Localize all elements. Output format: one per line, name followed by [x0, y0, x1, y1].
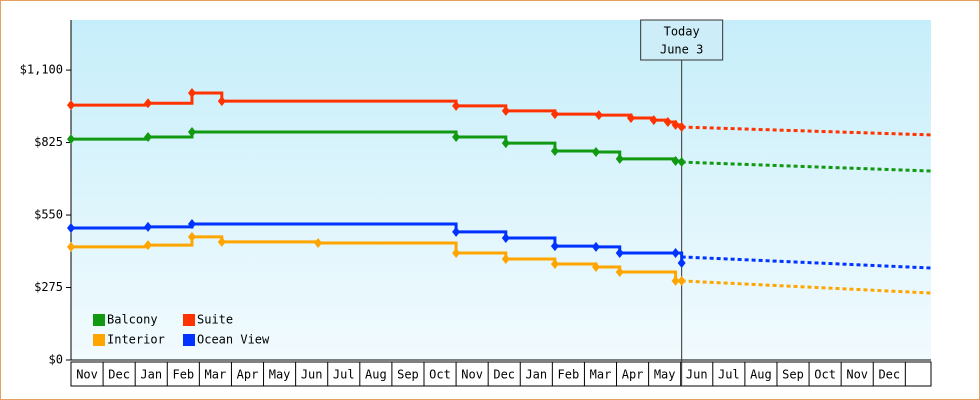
- x-tick-label: Sep: [397, 368, 419, 382]
- price-point: [550, 109, 559, 120]
- legend-label: Ocean View: [197, 333, 270, 347]
- price-point: [591, 261, 600, 272]
- y-tick-label: $1,100: [20, 63, 63, 77]
- legend-swatch: [183, 314, 195, 326]
- price-point: [452, 226, 461, 237]
- x-tick-label: Feb: [172, 368, 194, 382]
- x-tick-label: Mar: [590, 368, 612, 382]
- x-tick-label: May: [269, 368, 291, 382]
- legend-label: Suite: [197, 313, 233, 327]
- x-tick-label: Mar: [205, 368, 227, 382]
- price-point: [501, 254, 510, 265]
- price-point: [501, 232, 510, 243]
- x-tick-label: Jan: [525, 368, 547, 382]
- price-point: [626, 113, 635, 124]
- x-tick-label: Dec: [878, 368, 900, 382]
- price-point: [452, 247, 461, 258]
- price-point: [67, 134, 75, 145]
- y-tick-label: $550: [34, 208, 63, 222]
- price-point: [452, 132, 461, 143]
- x-tick-label: Feb: [558, 368, 580, 382]
- price-point: [591, 147, 600, 158]
- price-point: [649, 115, 658, 126]
- y-tick-label: $825: [34, 135, 63, 149]
- x-tick-label: Jun: [301, 368, 323, 382]
- price-point: [615, 153, 624, 164]
- today-date: June 3: [660, 43, 703, 57]
- price-point: [671, 119, 680, 130]
- price-point: [144, 240, 153, 251]
- price-point: [144, 98, 153, 109]
- price-point: [501, 105, 510, 116]
- x-tick-label: Aug: [365, 368, 387, 382]
- price-point: [663, 117, 672, 127]
- x-tick-label: Dec: [108, 368, 130, 382]
- price-point: [671, 247, 680, 258]
- price-point: [187, 88, 196, 99]
- legend-label: Interior: [107, 333, 165, 347]
- x-tick-label: Dec: [493, 368, 515, 382]
- x-tick-label: Apr: [622, 368, 644, 382]
- y-tick-label: $0: [49, 353, 63, 367]
- price-point: [452, 100, 461, 111]
- price-point: [501, 138, 510, 149]
- x-axis-band: [70, 361, 932, 387]
- x-tick-label: Nov: [76, 368, 98, 382]
- x-tick-label: Jul: [333, 368, 355, 382]
- price-point: [67, 100, 75, 111]
- price-point: [187, 231, 196, 242]
- y-tick-label: $275: [34, 280, 63, 294]
- price-point: [187, 127, 196, 138]
- price-point: [594, 110, 603, 121]
- price-point: [615, 247, 624, 258]
- price-point: [187, 219, 196, 229]
- price-point: [67, 241, 75, 252]
- today-label: Today: [664, 25, 700, 39]
- x-tick-label: Apr: [237, 368, 259, 382]
- price-point: [217, 96, 226, 107]
- x-tick-label: Jul: [718, 368, 740, 382]
- legend-swatch: [183, 334, 195, 346]
- today-box: [640, 19, 724, 61]
- x-tick-label: Oct: [429, 368, 451, 382]
- price-point: [144, 132, 153, 143]
- x-tick-label: May: [654, 368, 676, 382]
- price-point: [615, 266, 624, 277]
- price-point: [677, 258, 686, 269]
- x-tick-label: Aug: [750, 368, 772, 382]
- x-tick-label: Sep: [782, 368, 804, 382]
- price-point: [550, 145, 559, 156]
- x-tick-label: Nov: [461, 368, 483, 382]
- price-point: [591, 241, 600, 252]
- plot-area: [71, 20, 931, 360]
- legend-label: Balcony: [107, 313, 158, 327]
- price-point: [550, 241, 559, 252]
- price-point: [217, 236, 226, 247]
- price-point: [671, 156, 680, 167]
- x-tick-label: Jun: [686, 368, 708, 382]
- x-tick-label: Nov: [846, 368, 868, 382]
- price-point: [67, 222, 75, 233]
- price-point: [671, 275, 680, 286]
- x-tick-label: Jan: [140, 368, 162, 382]
- price-point: [314, 237, 323, 248]
- price-point: [677, 275, 686, 286]
- price-point: [550, 259, 559, 270]
- price-point: [677, 157, 686, 168]
- legend-swatch: [93, 334, 105, 346]
- x-tick-label: Oct: [814, 368, 836, 382]
- step-line: [71, 222, 684, 264]
- price-point: [677, 122, 686, 133]
- legend-swatch: [93, 314, 105, 326]
- price-point: [144, 221, 153, 232]
